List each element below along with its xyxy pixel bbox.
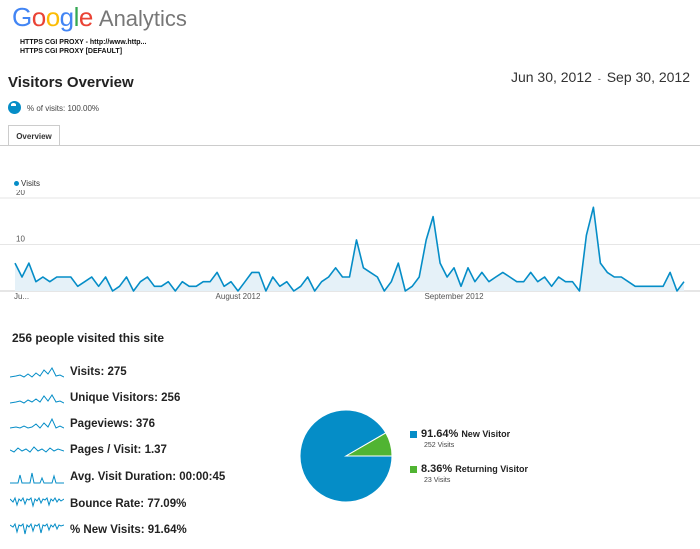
metric-label: Bounce Rate: 77.09% [70, 498, 187, 510]
new-visitor-swatch [410, 430, 417, 438]
visitor-type-pie[interactable] [298, 408, 394, 504]
page-title: Visitors Overview [8, 74, 134, 91]
profile-name: HTTPS CGI PROXY [DEFAULT] [20, 48, 123, 55]
date-range-picker[interactable]: Jun 30, 2012 - Sep 30, 2012 [511, 69, 690, 85]
new-visitor-name: New Visitor [461, 429, 511, 439]
metric-label: Avg. Visit Duration: 00:00:45 [70, 471, 226, 483]
segment-label: % of visits: 100.00% [27, 104, 100, 113]
new-visitor-visits: 252 Visits [424, 442, 455, 449]
visits-chart[interactable]: 10 20 Ju... August 2012 September 2012 [0, 190, 700, 305]
sparkline-bounce-rate [10, 496, 64, 508]
date-separator: - [597, 74, 601, 84]
visits-area [15, 207, 684, 291]
returning-visitor-pct: 8.36% [421, 463, 453, 475]
metric-new-visits[interactable]: % New Visits: 91.64% [10, 520, 187, 540]
date-end: Sep 30, 2012 [606, 69, 690, 85]
new-visitor-pct: 91.64% [421, 428, 459, 440]
segment-pie-icon [8, 101, 21, 114]
x-tick-label: Ju... [14, 292, 29, 301]
account-info: HTTPS CGI PROXY - http://www.http... HTT… [20, 38, 146, 56]
returning-visitor-visits: 23 Visits [424, 477, 451, 484]
metric-label: % New Visits: 91.64% [70, 524, 187, 536]
metric-label: Unique Visitors: 256 [70, 392, 181, 404]
sparkline-pageviews [10, 417, 64, 429]
google-analytics-logo[interactable]: Google Analytics [12, 2, 187, 32]
metric-pageviews[interactable]: Pageviews: 376 [10, 414, 155, 434]
returning-visitor-swatch [410, 465, 417, 473]
sparkline-new-visits [10, 522, 64, 535]
metric-bounce-rate[interactable]: Bounce Rate: 77.09% [10, 494, 186, 514]
date-start: Jun 30, 2012 [510, 69, 592, 85]
metric-avg-visit-duration[interactable]: Avg. Visit Duration: 00:00:45 [10, 467, 225, 487]
legend-returning-visitor[interactable]: 8.36% Returning Visitor 23 Visits [410, 463, 528, 484]
chart-legend[interactable]: Visits [14, 179, 40, 188]
metric-label: Visits: 275 [70, 366, 127, 378]
x-tick-label: August 2012 [216, 292, 261, 301]
summary-heading: 256 people visited this site [12, 331, 165, 345]
y-tick-label: 10 [16, 235, 25, 244]
account-name: HTTPS CGI PROXY - http://www.http... [20, 39, 147, 46]
metric-unique-visitors[interactable]: Unique Visitors: 256 [10, 388, 180, 408]
sparkline-visits [10, 367, 64, 378]
sparkline-avg-visit-duration [10, 472, 64, 484]
sparkline-unique-visitors [10, 394, 64, 404]
x-tick-label: September 2012 [424, 292, 484, 301]
visits-line [14, 206, 685, 292]
metric-visits[interactable]: Visits: 275 [10, 362, 127, 382]
metric-label: Pages / Visit: 1.37 [70, 444, 167, 456]
legend-new-visitor[interactable]: 91.64% New Visitor 252 Visits [410, 428, 510, 449]
product-name: Analytics [98, 6, 187, 31]
sparkline-pages-per-visit [10, 446, 64, 453]
y-tick-label: 20 [16, 190, 25, 197]
pie-slice-returning-visitor[interactable] [344, 432, 393, 457]
tab-divider [0, 145, 700, 146]
legend-dot [14, 181, 19, 186]
metric-label: Pageviews: 376 [70, 418, 156, 430]
tab-overview[interactable]: Overview [8, 125, 60, 146]
returning-visitor-name: Returning Visitor [455, 464, 529, 474]
legend-visits: Visits [21, 179, 40, 188]
metric-pages-per-visit[interactable]: Pages / Visit: 1.37 [10, 440, 167, 460]
